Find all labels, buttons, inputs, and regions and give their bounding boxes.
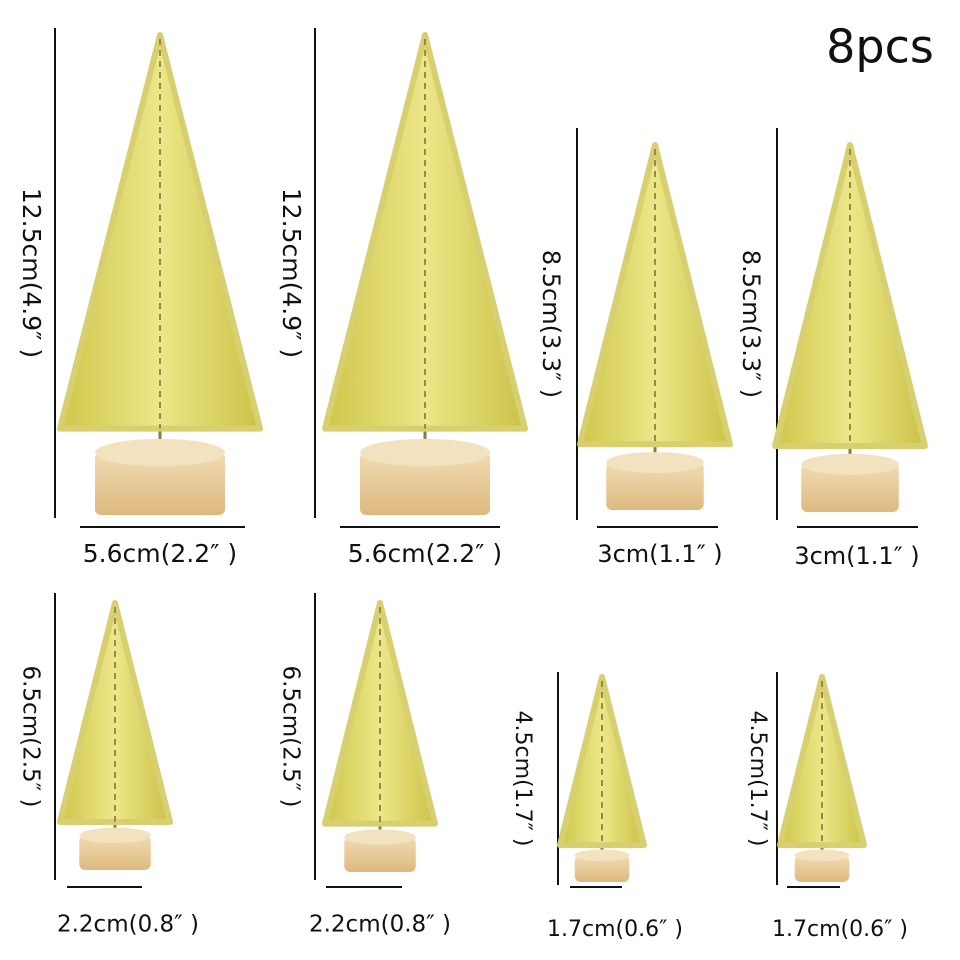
height-label: 6.5cm(2.5″ ) [18,665,44,807]
wood-base [344,837,416,872]
width-label: 5.6cm(2.2″ ) [83,539,237,568]
wood-top [606,452,704,473]
title: 8pcs [826,20,934,74]
width-label: 2.2cm(0.8″ ) [309,912,451,938]
height-label: 8.5cm(3.3″ ) [737,250,765,398]
wood-base [360,452,490,515]
width-label: 1.7cm(0.6″ ) [772,917,908,942]
height-label: 6.5cm(2.5″ ) [278,665,304,807]
width-label: 5.6cm(2.2″ ) [348,539,502,568]
wood-top [95,438,225,467]
width-label: 3cm(1.1″ ) [597,540,722,568]
wood-top [344,829,416,845]
wood-top [801,453,899,475]
wood-base [574,855,630,882]
height-label: 8.5cm(3.3″ ) [537,250,565,398]
width-label: 3cm(1.1″ ) [794,542,919,570]
wood-top [794,849,850,862]
wood-base [606,462,704,510]
wood-base [794,855,850,882]
wood-top [79,827,151,843]
width-label: 2.2cm(0.8″ ) [57,912,199,938]
wood-top [574,849,630,862]
height-label: 12.5cm(4.9″ ) [277,188,306,358]
wood-base [801,464,899,512]
wood-base [95,452,225,515]
wood-base [79,835,151,870]
tree [322,600,438,827]
height-label: 4.5cm(1.7″ ) [745,711,770,847]
height-label: 4.5cm(1.7″ ) [510,711,535,847]
height-label: 12.5cm(4.9″ ) [17,188,46,358]
width-label: 1.7cm(0.6″ ) [547,917,683,942]
wood-top [360,438,490,467]
